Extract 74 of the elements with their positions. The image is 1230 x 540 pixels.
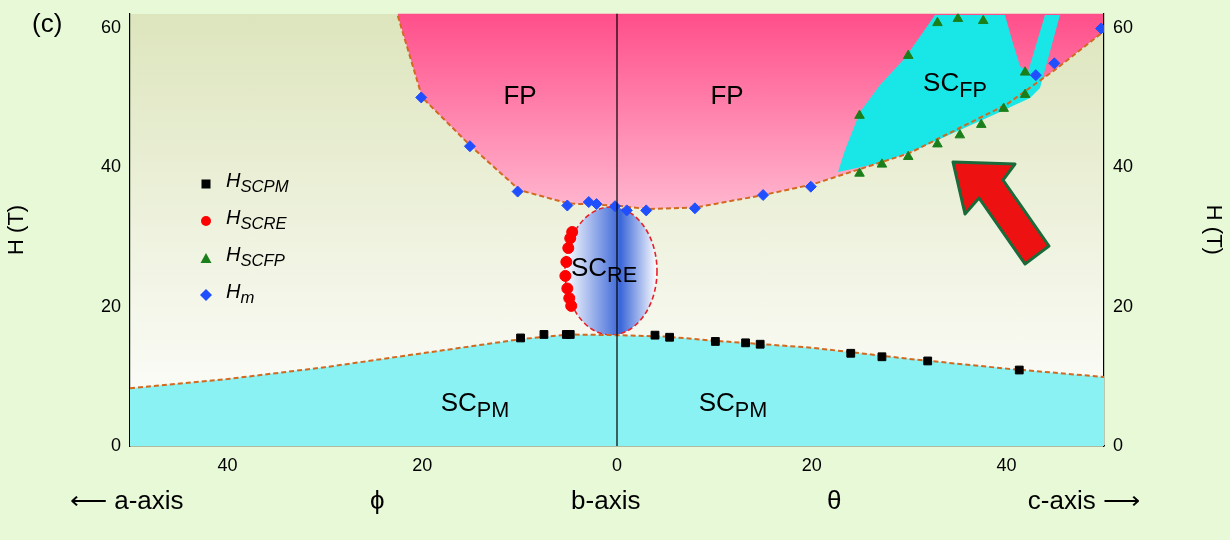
point <box>559 269 572 282</box>
annotation: FP <box>710 79 744 111</box>
annotation: SC$_{FP}$ <box>923 66 987 104</box>
point <box>561 282 574 295</box>
point <box>932 16 943 27</box>
annotation: SC$_{PM}$ <box>698 386 768 424</box>
point <box>539 330 549 339</box>
y2-tick-label: 40 <box>1113 156 1134 177</box>
point <box>902 150 914 160</box>
y2-tick-label: 20 <box>1113 295 1134 316</box>
point <box>877 352 887 362</box>
text: c-axis ⟶ <box>1027 485 1140 516</box>
point <box>846 348 856 358</box>
y-tick-label: 20 <box>100 295 121 316</box>
text: ⟵ a-axis <box>70 485 184 516</box>
point <box>590 198 603 211</box>
point <box>757 189 770 202</box>
point <box>710 337 720 346</box>
point <box>650 330 660 340</box>
point <box>854 109 865 119</box>
point <box>1019 88 1031 98</box>
x-tick-label: 20 <box>801 454 822 475</box>
text: (c) <box>32 8 63 39</box>
legend-label: H$_{SCPM}$ <box>226 169 289 196</box>
y-tick-label: 0 <box>110 434 121 455</box>
y2-axis-title: H (T) <box>1201 204 1227 255</box>
point <box>582 196 595 209</box>
point <box>932 138 943 148</box>
point <box>977 14 989 25</box>
point <box>562 242 575 255</box>
point <box>1048 57 1061 70</box>
text: b-axis <box>571 485 641 516</box>
point <box>902 49 914 59</box>
point <box>688 202 701 215</box>
legend-label: H$_{SCRE}$ <box>226 206 287 233</box>
point <box>1014 365 1024 375</box>
point <box>620 204 633 217</box>
point <box>516 333 525 343</box>
point <box>854 167 865 177</box>
point <box>1019 66 1031 76</box>
point <box>560 255 573 268</box>
point <box>463 140 476 153</box>
x-tick-label: 40 <box>996 454 1017 475</box>
point <box>923 356 933 366</box>
point <box>876 158 888 168</box>
point <box>564 232 577 245</box>
legend-label: H$_{m}$ <box>226 280 255 307</box>
y-tick-label: 40 <box>100 156 121 177</box>
point <box>952 13 964 22</box>
point <box>640 204 653 217</box>
legend-label: H$_{SCFP}$ <box>226 243 285 270</box>
point <box>976 118 987 128</box>
point <box>665 332 674 342</box>
x-tick-label: 20 <box>412 454 433 475</box>
y-tick-label: 60 <box>100 16 121 37</box>
x-tick-label: 40 <box>217 454 238 475</box>
point <box>804 180 817 193</box>
x-tick-label: 0 <box>611 454 623 475</box>
y2-tick-label: 0 <box>1113 434 1124 455</box>
point <box>755 339 765 349</box>
y-axis-title: H (T) <box>3 204 29 255</box>
point <box>998 102 1009 112</box>
point <box>561 199 574 212</box>
y2-tick-label: 60 <box>1113 16 1134 37</box>
annotation: FP <box>503 79 537 111</box>
annotation: SC$_{PM}$ <box>440 386 510 424</box>
point <box>565 330 575 339</box>
point <box>415 91 428 104</box>
point <box>954 129 966 139</box>
point <box>741 338 750 348</box>
text: ϕ <box>370 485 385 516</box>
text: θ <box>826 485 842 516</box>
point <box>1029 69 1042 82</box>
point <box>511 185 524 198</box>
